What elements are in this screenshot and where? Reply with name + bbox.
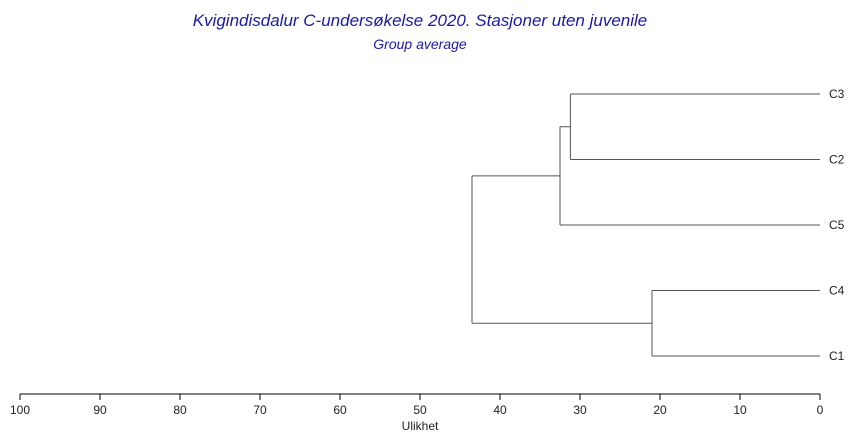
x-tick-label: 90 [93, 403, 107, 417]
x-tick-label: 70 [253, 403, 267, 417]
leaf-label-c3: C3 [829, 87, 845, 101]
x-tick-label: 50 [413, 403, 427, 417]
leaf-labels: C3 C2 C5 C4 C1 [829, 87, 845, 363]
leaf-label-c1: C1 [829, 349, 845, 363]
leaf-label-c2: C2 [829, 153, 845, 167]
chart-subtitle: Group average [373, 36, 467, 52]
dendrogram-branches [471, 93, 820, 357]
x-tick-label: 30 [573, 403, 587, 417]
x-tick-label: 40 [493, 403, 507, 417]
x-tick-label: 60 [333, 403, 347, 417]
x-tick-label: 20 [653, 403, 667, 417]
x-tick-label: 0 [817, 403, 824, 417]
chart-title: Kvigindisdalur C-undersøkelse 2020. Stas… [193, 11, 648, 30]
x-tick-label: 10 [733, 403, 747, 417]
x-tick-label: 80 [173, 403, 187, 417]
leaf-label-c5: C5 [829, 218, 845, 232]
x-axis-label: Ulikhet [402, 419, 439, 432]
x-tick-label: 100 [10, 403, 30, 417]
x-axis: 100 90 80 70 60 50 40 30 20 10 0 [10, 393, 824, 417]
leaf-label-c4: C4 [829, 284, 845, 298]
